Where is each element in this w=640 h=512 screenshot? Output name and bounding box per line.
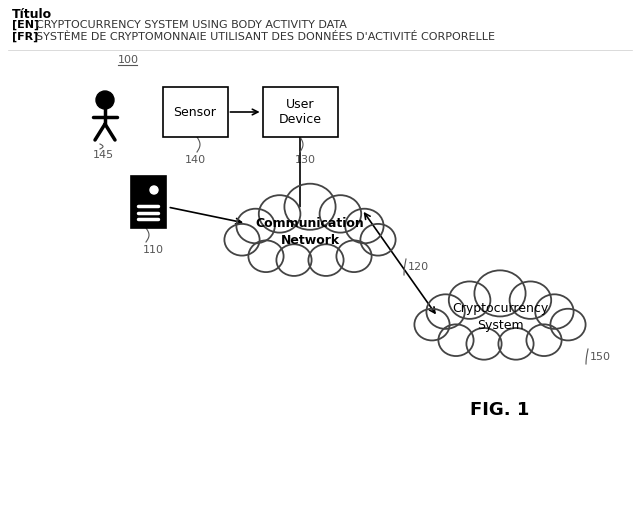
- Ellipse shape: [509, 282, 551, 319]
- FancyBboxPatch shape: [163, 87, 227, 137]
- Text: [EN]: [EN]: [12, 20, 39, 30]
- Text: 100: 100: [118, 55, 139, 65]
- Text: Cryptocurrency
System: Cryptocurrency System: [452, 302, 548, 332]
- Ellipse shape: [440, 293, 560, 351]
- Text: 130: 130: [295, 155, 316, 165]
- Text: CRYPTOCURRENCY SYSTEM USING BODY ACTIVITY DATA: CRYPTOCURRENCY SYSTEM USING BODY ACTIVIT…: [36, 20, 347, 30]
- Ellipse shape: [276, 244, 312, 276]
- Ellipse shape: [248, 241, 284, 272]
- Ellipse shape: [236, 209, 275, 243]
- Ellipse shape: [319, 195, 361, 232]
- Ellipse shape: [284, 184, 335, 230]
- Text: Título: Título: [12, 8, 52, 21]
- Text: 110: 110: [143, 245, 164, 255]
- Circle shape: [150, 186, 158, 194]
- Text: Communication
Network: Communication Network: [255, 217, 364, 247]
- Text: 150: 150: [590, 352, 611, 362]
- Circle shape: [96, 91, 114, 109]
- Text: Sensor: Sensor: [173, 105, 216, 118]
- Text: 140: 140: [185, 155, 206, 165]
- Ellipse shape: [225, 224, 260, 255]
- FancyBboxPatch shape: [131, 176, 166, 228]
- Ellipse shape: [467, 328, 502, 359]
- Text: 120: 120: [408, 262, 429, 272]
- Ellipse shape: [526, 325, 562, 356]
- Text: User
Device: User Device: [278, 98, 321, 126]
- Ellipse shape: [345, 209, 383, 243]
- Ellipse shape: [337, 241, 372, 272]
- Ellipse shape: [415, 309, 450, 340]
- Text: FIG. 1: FIG. 1: [470, 401, 529, 419]
- Ellipse shape: [550, 309, 586, 340]
- FancyBboxPatch shape: [262, 87, 337, 137]
- Ellipse shape: [308, 244, 344, 276]
- Text: 145: 145: [93, 150, 114, 160]
- Ellipse shape: [259, 195, 300, 232]
- Ellipse shape: [360, 224, 396, 255]
- Ellipse shape: [474, 270, 525, 316]
- Text: [FR]: [FR]: [12, 32, 38, 42]
- Ellipse shape: [499, 328, 534, 359]
- Ellipse shape: [535, 294, 573, 329]
- Ellipse shape: [250, 207, 370, 267]
- Ellipse shape: [438, 325, 474, 356]
- Text: SYSTÈME DE CRYPTOMONNAIE UTILISANT DES DONNÉES D'ACTIVITÉ CORPORELLE: SYSTÈME DE CRYPTOMONNAIE UTILISANT DES D…: [36, 32, 495, 42]
- Ellipse shape: [426, 294, 465, 329]
- Ellipse shape: [449, 282, 490, 319]
